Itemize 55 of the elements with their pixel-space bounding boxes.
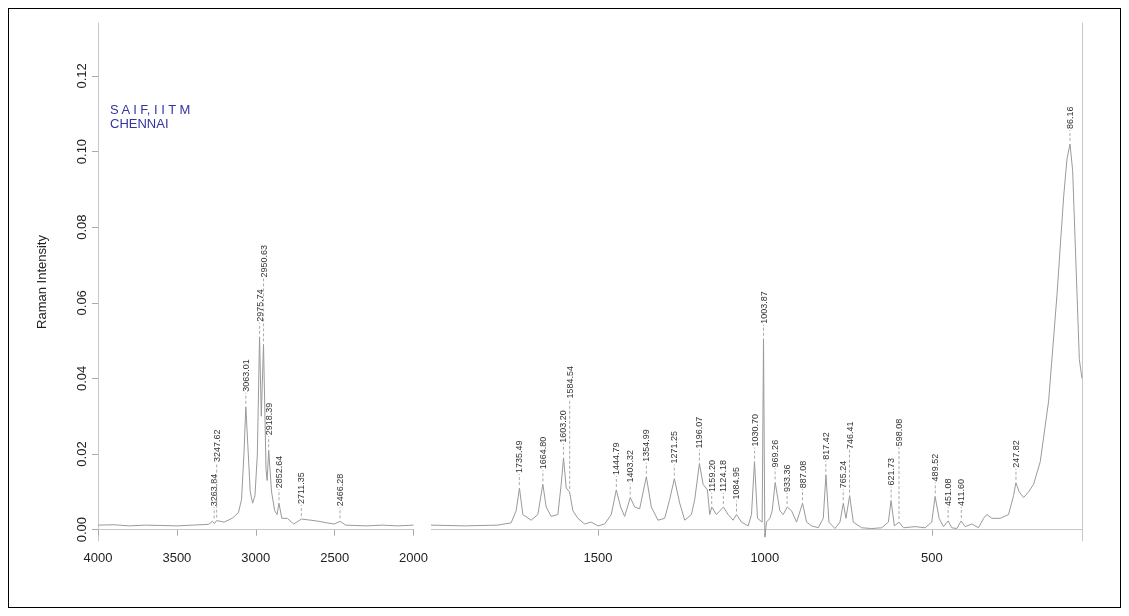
annotation: 598.08 bbox=[894, 418, 905, 447]
annotation: 1084.95 bbox=[731, 466, 742, 500]
annotation: 1030.70 bbox=[749, 414, 760, 447]
annotation: 2918.39 bbox=[263, 402, 274, 436]
annotation: 3263.84 bbox=[209, 473, 220, 507]
annotation: 2711.35 bbox=[296, 472, 307, 505]
annotation: 1271.25 bbox=[669, 431, 680, 464]
annotation: 1444.79 bbox=[611, 442, 622, 475]
annotation: CHENNAI bbox=[110, 116, 169, 131]
x-tick-label: 4000 bbox=[83, 550, 113, 565]
annotation: 2950.63 bbox=[258, 244, 269, 278]
annotation: 1603.20 bbox=[558, 410, 569, 443]
y-tick-label: 0.00 bbox=[74, 517, 89, 543]
annotation: S A I F, I I T M bbox=[110, 102, 191, 117]
annotation: 969.26 bbox=[770, 439, 781, 468]
y-tick-label: 0.04 bbox=[74, 365, 89, 392]
x-tick-label: 3000 bbox=[241, 550, 271, 565]
x-tick-label: 500 bbox=[920, 550, 943, 565]
y-tick-label: 0.08 bbox=[74, 214, 89, 240]
annotation: 247.82 bbox=[1010, 440, 1021, 468]
y-tick-label: 0.10 bbox=[74, 138, 89, 165]
annotation: 817.42 bbox=[820, 432, 831, 460]
annotation: 765.24 bbox=[838, 460, 849, 489]
annotation: 621.73 bbox=[886, 458, 897, 486]
annotation: 411.60 bbox=[956, 479, 967, 506]
y-axis-title: Raman Intensity bbox=[34, 234, 49, 329]
annotation: 1003.87 bbox=[758, 291, 769, 324]
annotation: 746.41 bbox=[844, 421, 855, 449]
annotation: 3247.62 bbox=[211, 429, 222, 462]
annotation: 86.16 bbox=[1064, 106, 1075, 129]
annotation: 1584.54 bbox=[564, 365, 575, 399]
annotation: 451.08 bbox=[943, 478, 954, 506]
y-tick-label: 0.06 bbox=[74, 290, 89, 316]
annotation: 1735.49 bbox=[514, 440, 525, 474]
annotation: 1124.18 bbox=[718, 460, 729, 492]
annotation: 3063.01 bbox=[240, 359, 251, 392]
annotation: 1354.99 bbox=[641, 429, 652, 462]
annotation: 2852.64 bbox=[274, 455, 285, 489]
annotation: 2975.74 bbox=[254, 289, 265, 322]
x-tick-label: 1500 bbox=[583, 550, 613, 565]
x-tick-label: 1000 bbox=[750, 550, 780, 565]
x-tick-label: 2000 bbox=[399, 550, 428, 565]
annotation: 489.52 bbox=[930, 453, 941, 482]
x-tick-label: 3500 bbox=[162, 550, 192, 565]
annotation: 1196.07 bbox=[694, 416, 705, 449]
annotation: 1664.80 bbox=[537, 436, 548, 470]
annotation: 1403.32 bbox=[625, 449, 636, 483]
annotation: 2466.28 bbox=[334, 473, 345, 507]
line-series bbox=[97, 336, 415, 527]
x-tick-label: 2500 bbox=[320, 550, 350, 565]
y-tick-label: 0.02 bbox=[74, 441, 89, 467]
annotation: 887.08 bbox=[797, 460, 808, 489]
annotation: 933.36 bbox=[782, 464, 793, 492]
y-tick-label: 0.12 bbox=[74, 63, 89, 89]
annotation: 1159.20 bbox=[706, 460, 717, 492]
